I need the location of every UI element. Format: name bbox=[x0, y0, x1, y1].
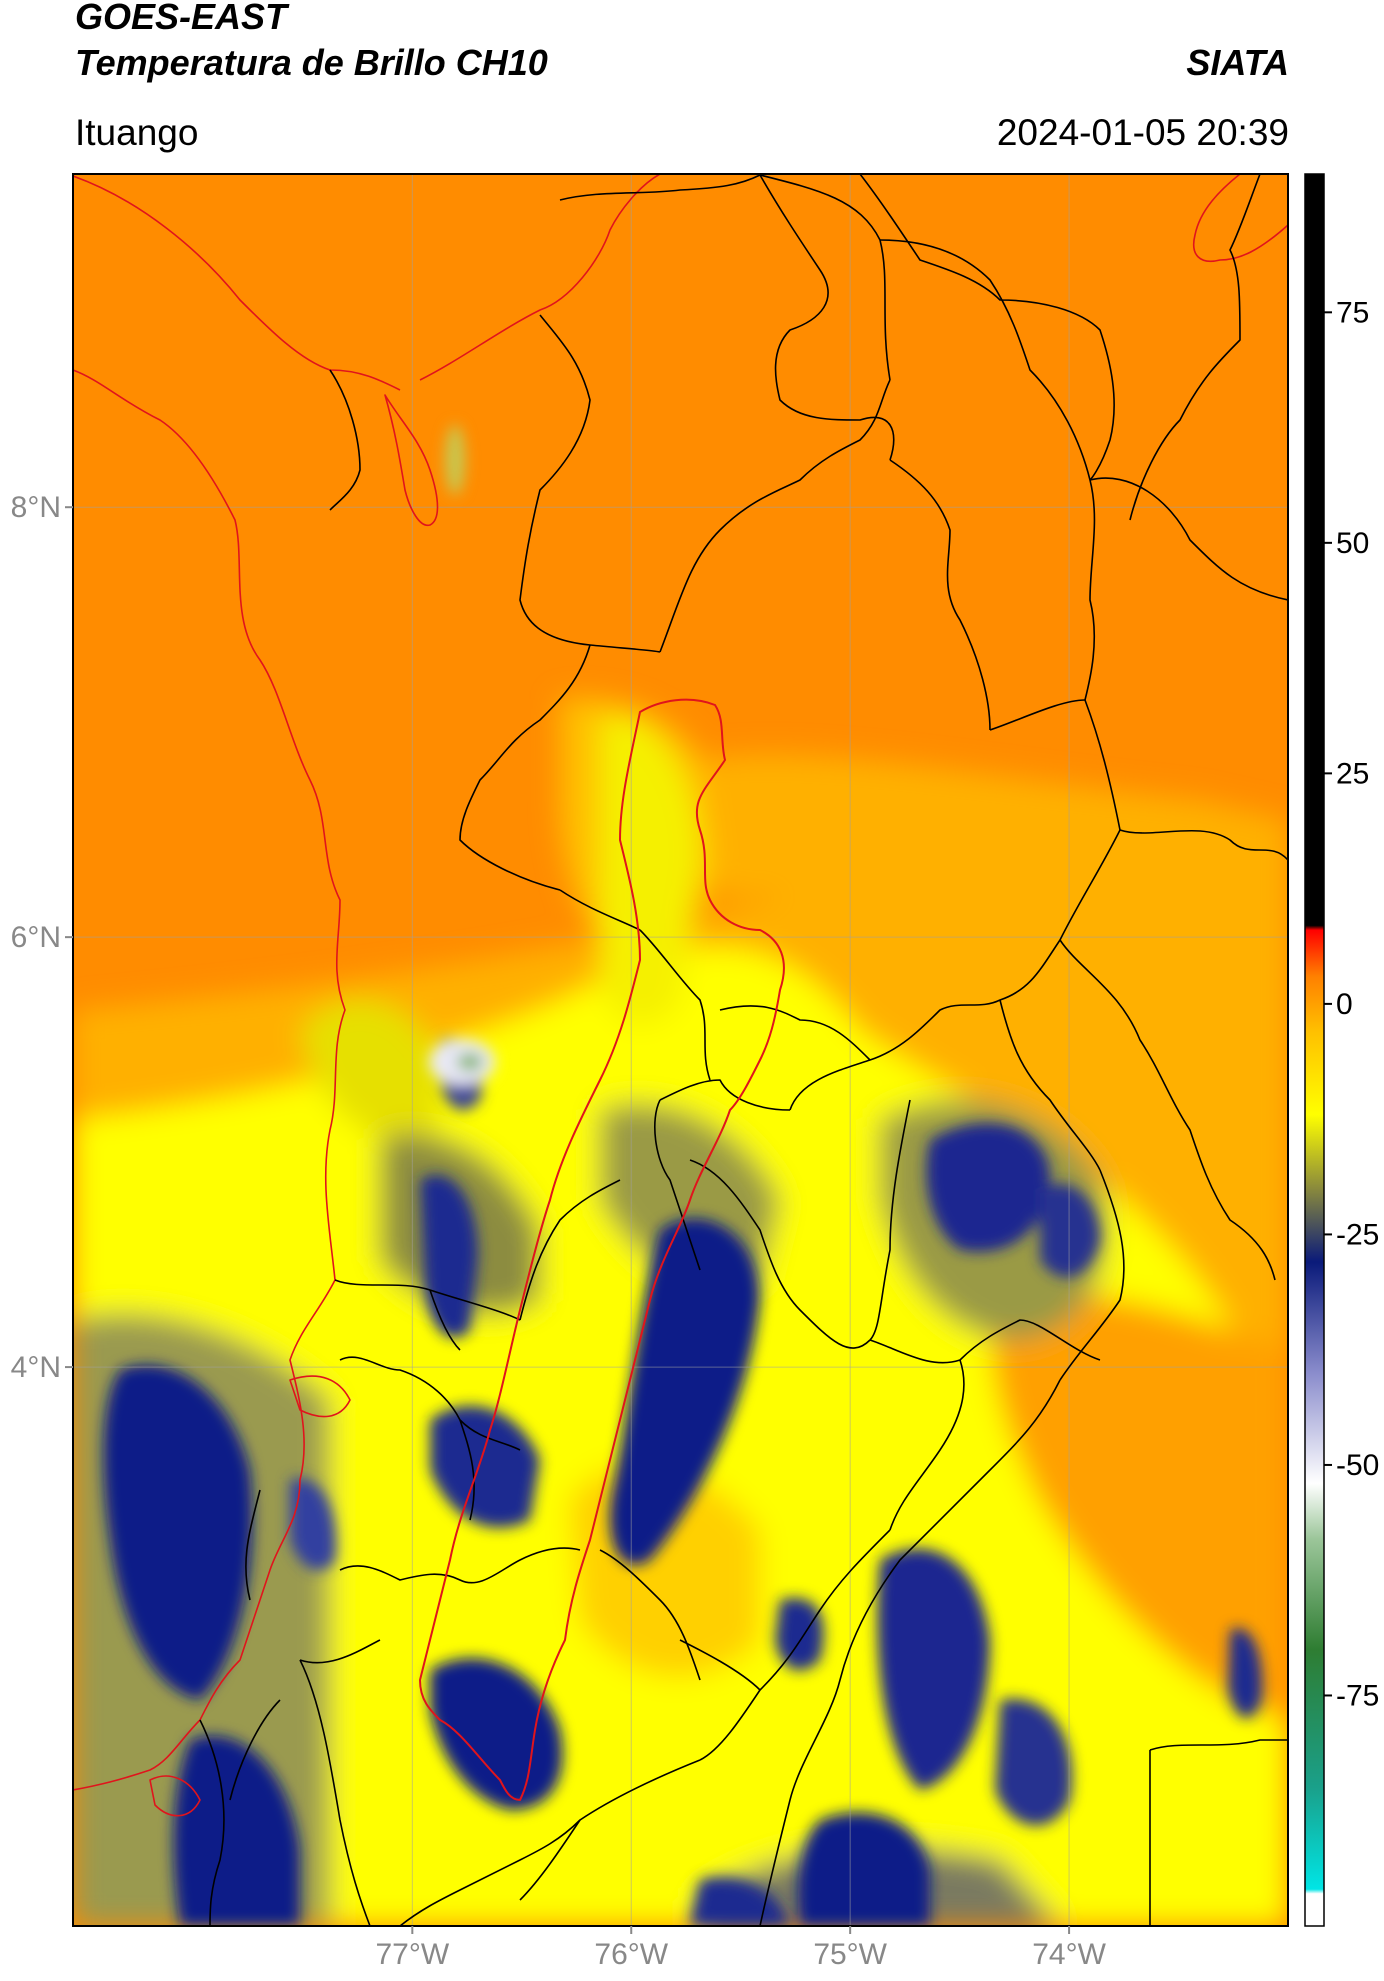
lon-tick-label: 76°W bbox=[594, 1938, 668, 1971]
lat-tick-label: 4°N bbox=[11, 1351, 61, 1384]
latitude-ticks: 8°N 6°N 4°N bbox=[11, 491, 73, 1384]
lat-tick-label: 8°N bbox=[11, 491, 61, 524]
colorbar-ticks: 75 50 25 0 -25 -50 -75 bbox=[1324, 296, 1379, 1712]
map-gridlines bbox=[73, 174, 1288, 1926]
organization-label: SIATA bbox=[1186, 42, 1289, 83]
timestamp-label: 2024-01-05 20:39 bbox=[996, 112, 1289, 153]
colorbar-tick-label: -75 bbox=[1336, 1679, 1379, 1712]
lon-tick-label: 74°W bbox=[1032, 1938, 1106, 1971]
brightness-temperature-field bbox=[73, 174, 1288, 1926]
colorbar-tick-label: -25 bbox=[1336, 1218, 1379, 1251]
administrative-boundaries bbox=[199, 174, 1288, 1926]
colorbar-tick-label: 75 bbox=[1336, 296, 1369, 329]
colorbar: 75 50 25 0 -25 -50 -75 bbox=[1304, 173, 1379, 1927]
region-label: Ituango bbox=[75, 112, 199, 153]
colorbar-gradient bbox=[1304, 173, 1325, 1927]
product-title: Temperatura de Brillo CH10 bbox=[75, 42, 548, 83]
colorbar-tick-label: 0 bbox=[1336, 988, 1353, 1021]
colorbar-tick-label: 25 bbox=[1336, 757, 1369, 790]
longitude-ticks: 77°W 76°W 75°W 74°W bbox=[375, 1926, 1107, 1971]
basin-outline bbox=[418, 698, 785, 1802]
lon-tick-label: 77°W bbox=[375, 1938, 449, 1971]
map-frame bbox=[72, 173, 1289, 1927]
lon-tick-label: 75°W bbox=[813, 1938, 887, 1971]
satellite-title: GOES-EAST bbox=[75, 0, 288, 37]
coastline bbox=[73, 174, 1288, 1817]
lat-tick-label: 6°N bbox=[11, 921, 61, 954]
colorbar-tick-label: 50 bbox=[1336, 527, 1369, 560]
colorbar-tick-label: -50 bbox=[1336, 1449, 1379, 1482]
